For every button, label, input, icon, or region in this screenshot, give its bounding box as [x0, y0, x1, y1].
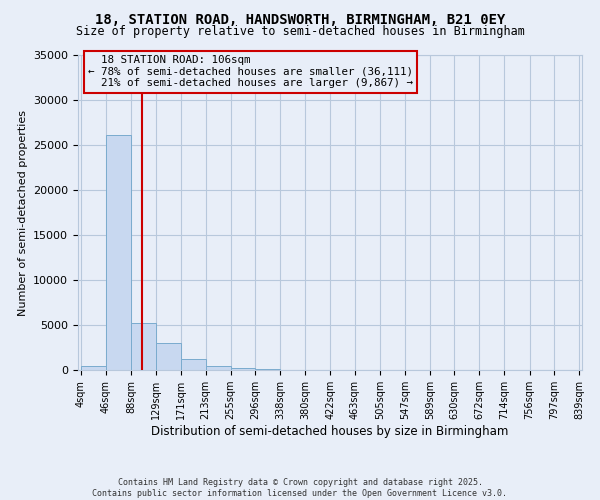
Text: Size of property relative to semi-detached houses in Birmingham: Size of property relative to semi-detach… [76, 25, 524, 38]
X-axis label: Distribution of semi-detached houses by size in Birmingham: Distribution of semi-detached houses by … [151, 425, 509, 438]
Text: 18, STATION ROAD, HANDSWORTH, BIRMINGHAM, B21 0EY: 18, STATION ROAD, HANDSWORTH, BIRMINGHAM… [95, 12, 505, 26]
Bar [155, 343, 181, 370]
Text: 18 STATION ROAD: 106sqm
← 78% of semi-detached houses are smaller (36,111)
  21%: 18 STATION ROAD: 106sqm ← 78% of semi-de… [88, 55, 413, 88]
Bar [230, 368, 255, 370]
Bar [81, 366, 106, 370]
Bar [106, 135, 131, 370]
Bar [131, 323, 155, 370]
Bar [181, 359, 206, 370]
Bar [206, 366, 230, 370]
Y-axis label: Number of semi-detached properties: Number of semi-detached properties [17, 110, 28, 316]
Text: Contains HM Land Registry data © Crown copyright and database right 2025.
Contai: Contains HM Land Registry data © Crown c… [92, 478, 508, 498]
